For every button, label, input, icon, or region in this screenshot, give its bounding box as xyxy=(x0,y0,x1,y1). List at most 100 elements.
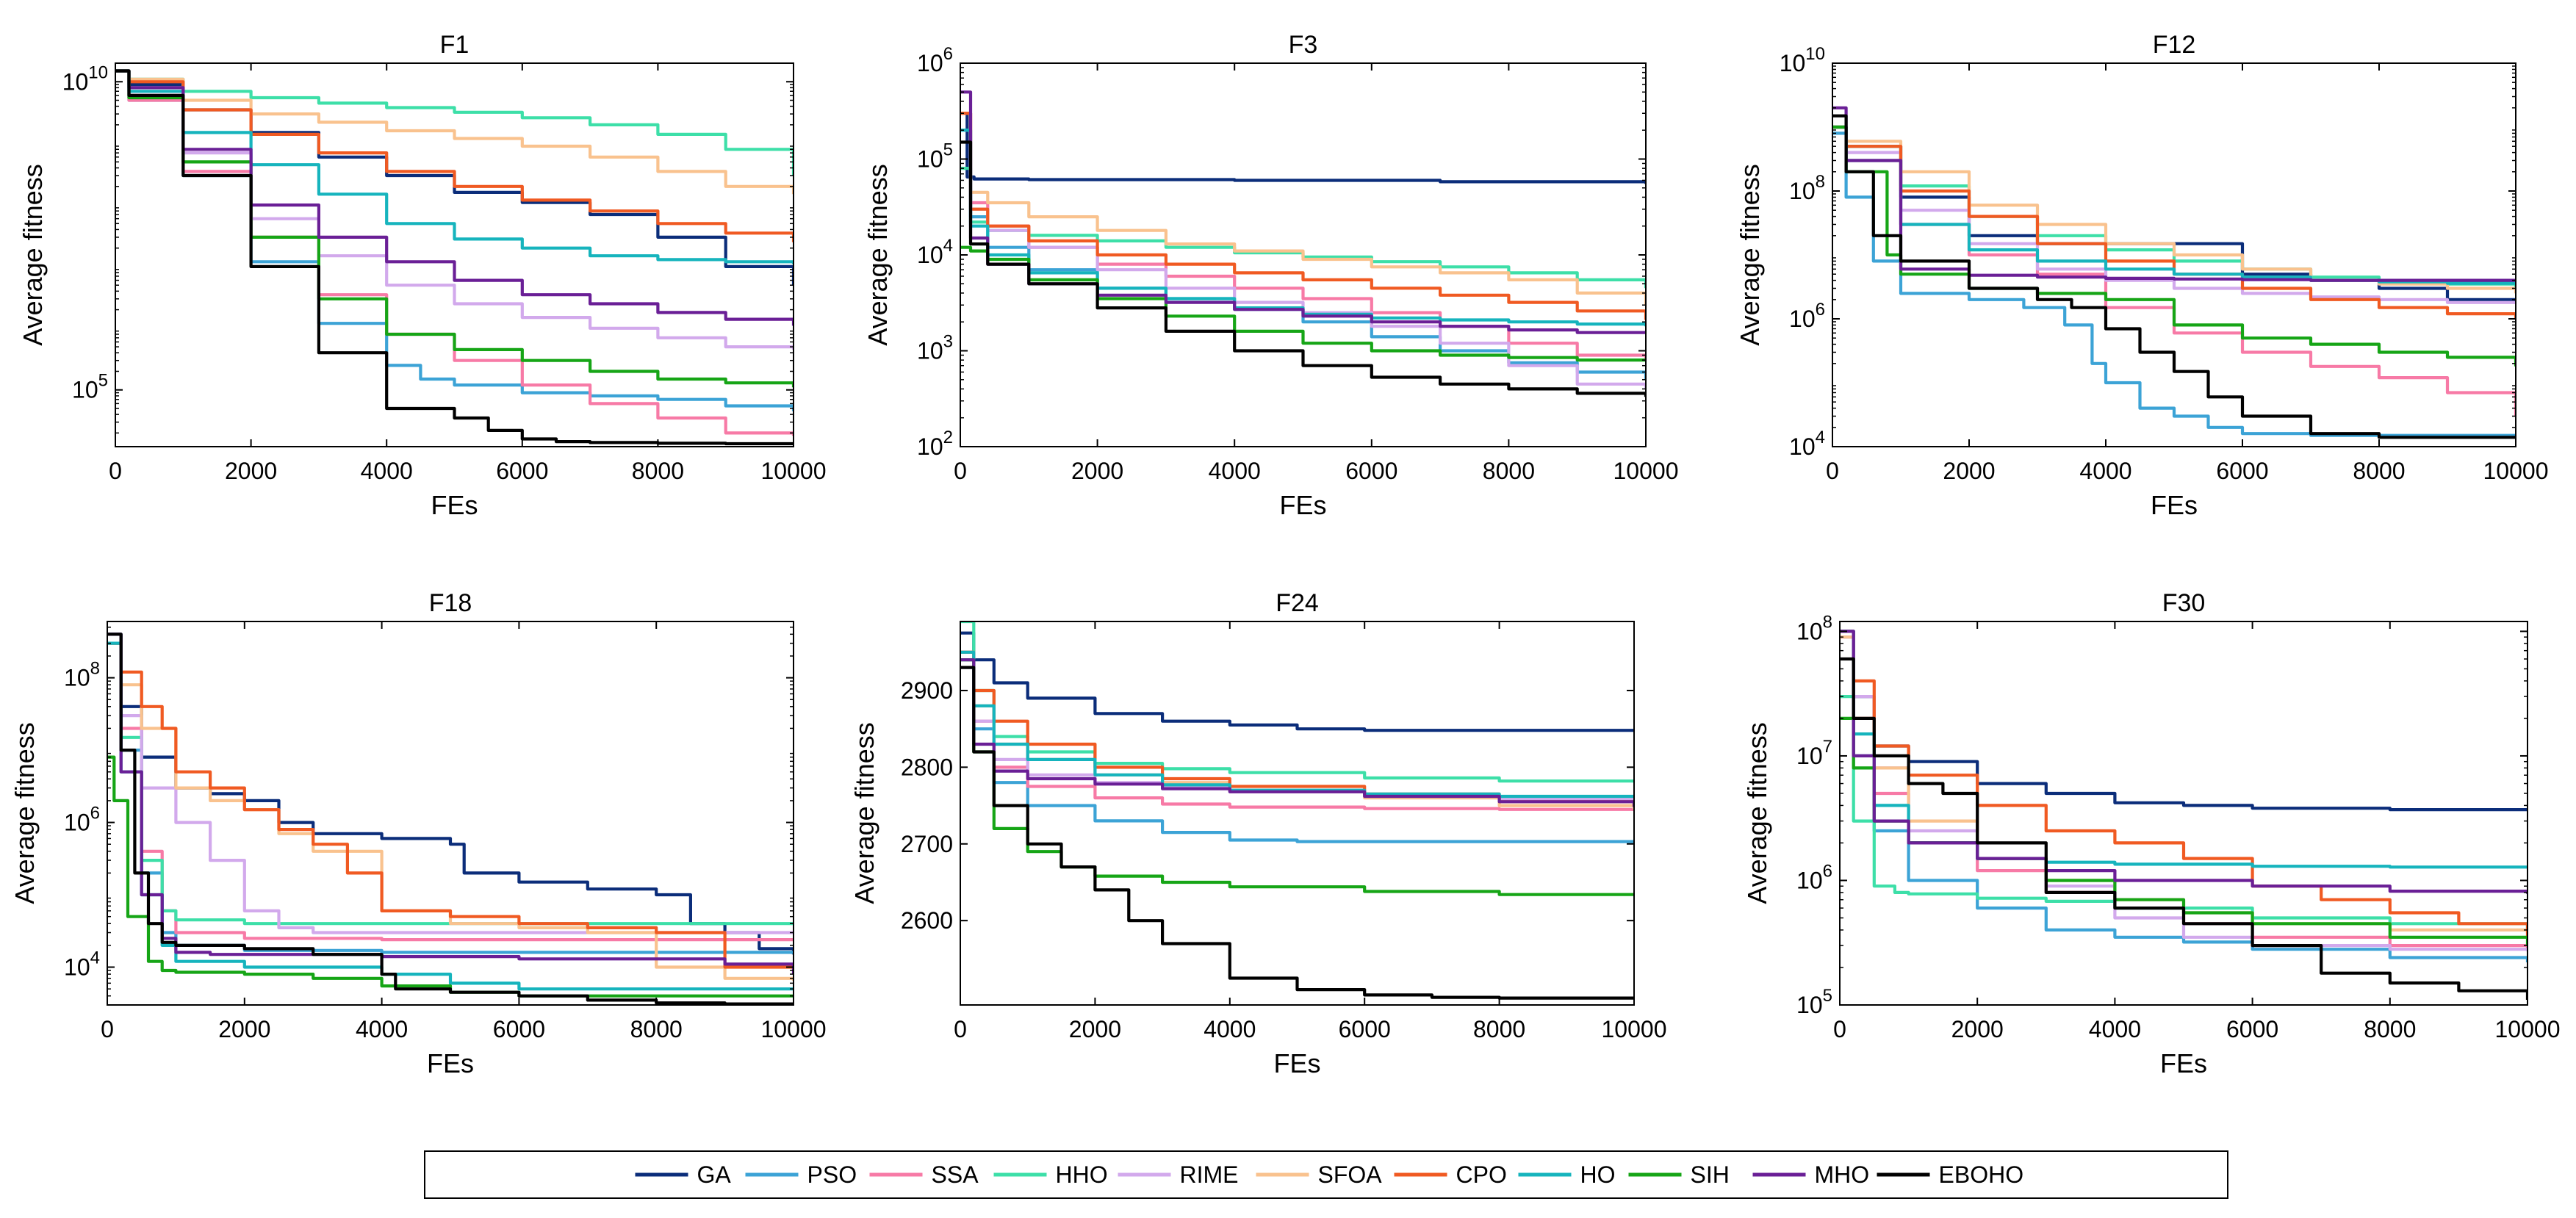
panel-title: F3 xyxy=(1289,31,1318,59)
x-tick-label: 4000 xyxy=(2079,458,2131,484)
panel-f12: 0 2000 4000 6000 8000 10000 104 106 108 1010 F12 FE… xyxy=(1735,31,2548,520)
legend-item-sih: SIH xyxy=(1628,1161,1730,1188)
series-line-sfoa-f3 xyxy=(960,112,1646,306)
axes-frame-f12 xyxy=(1832,62,2516,447)
x-tick-label: 6000 xyxy=(1339,1016,1391,1042)
panel-f24: 0 2000 4000 6000 8000 10000 2600 2700 2800 2900 F2… xyxy=(849,589,1666,1078)
y-axis-label: Average fitness xyxy=(849,722,879,904)
x-tick-label: 6000 xyxy=(1345,458,1397,484)
x-tick-label: 8000 xyxy=(630,1016,683,1042)
axes-frame-f24 xyxy=(960,621,1635,1006)
x-axis-label: FEs xyxy=(2160,1048,2207,1078)
x-tick-label: 2000 xyxy=(1943,458,1995,484)
legend-item-ssa: SSA xyxy=(869,1161,979,1188)
x-axis-label: FEs xyxy=(1279,490,1326,520)
legend-label-ho: HO xyxy=(1580,1161,1616,1188)
y-axis-label: Average fitness xyxy=(1735,164,1765,345)
y-tick-label: 2700 xyxy=(901,831,953,857)
x-tick-label: 8000 xyxy=(632,458,684,484)
panel-f3: 0 2000 4000 6000 8000 10000 102 103 104 105 106 F3 F… xyxy=(863,31,1678,520)
x-axis-label: FEs xyxy=(2151,490,2198,520)
y-tick-label: 2600 xyxy=(901,907,953,934)
y-tick-label: 1010 xyxy=(1780,44,1825,76)
legend-item-rime: RIME xyxy=(1118,1161,1239,1188)
x-tick-label: 10000 xyxy=(2483,458,2549,484)
series-line-ssa-f18 xyxy=(107,641,794,942)
x-tick-label: 8000 xyxy=(1473,1016,1525,1042)
x-tick-label: 10000 xyxy=(1613,458,1679,484)
panel-f1: 0 2000 4000 6000 8000 10000 105 1010 F1 FEs Averag… xyxy=(18,31,826,520)
series-line-cpo-f18 xyxy=(107,641,794,970)
legend-item-cpo: CPO xyxy=(1394,1161,1507,1188)
y-axis-label: Average fitness xyxy=(863,164,893,345)
x-axis-label: FEs xyxy=(431,490,478,520)
series-group-f3 xyxy=(960,90,1646,397)
legend-label-hho: HHO xyxy=(1056,1161,1108,1188)
legend-item-eboho: EBOHO xyxy=(1877,1161,2024,1188)
panel-title: F1 xyxy=(440,31,469,59)
series-line-mho-f24 xyxy=(960,658,1634,807)
panel-title: F18 xyxy=(429,589,472,617)
series-line-ho-f24 xyxy=(960,650,1634,799)
x-tick-label: 4000 xyxy=(1204,1016,1256,1042)
x-tick-label: 4000 xyxy=(1209,458,1261,484)
y-tick-label: 2900 xyxy=(901,677,953,704)
x-tick-label: 0 xyxy=(1833,1016,1846,1042)
x-tick-label: 2000 xyxy=(225,458,277,484)
x-tick-label: 0 xyxy=(101,1016,114,1042)
legend-item-ho: HO xyxy=(1518,1161,1616,1188)
y-tick-label: 1010 xyxy=(62,62,108,95)
legend-label-ssa: SSA xyxy=(932,1161,979,1188)
x-tick-label: 4000 xyxy=(2089,1016,2141,1042)
x-tick-label: 0 xyxy=(954,1016,967,1042)
legend-label-ga: GA xyxy=(697,1161,732,1188)
series-group-f30 xyxy=(1840,630,2528,1000)
series-line-mho-f12 xyxy=(1832,106,2516,282)
y-tick-label: 105 xyxy=(72,371,108,403)
y-tick-label: 105 xyxy=(917,140,953,173)
x-tick-label: 6000 xyxy=(2216,458,2268,484)
legend-label-pso: PSO xyxy=(807,1161,857,1188)
legend-item-pso: PSO xyxy=(745,1161,857,1188)
legend-item-mho: MHO xyxy=(1752,1161,1870,1188)
x-tick-label: 10000 xyxy=(2495,1016,2561,1042)
legend-items: GA PSO SSA HHO RIME SFOA CPO HO SIH MHO EBOHO xyxy=(635,1161,2024,1188)
x-tick-label: 8000 xyxy=(2364,1016,2416,1042)
panel-title: F12 xyxy=(2153,31,2196,59)
x-tick-label: 8000 xyxy=(1483,458,1535,484)
series-line-sih-f12 xyxy=(1832,125,2516,367)
legend-label-mho: MHO xyxy=(1815,1161,1870,1188)
y-tick-label: 106 xyxy=(1789,300,1825,332)
series-group-f24 xyxy=(960,621,1634,1000)
y-tick-label: 104 xyxy=(1789,428,1825,460)
axes-frame-f18 xyxy=(107,621,794,1006)
x-tick-label: 6000 xyxy=(493,1016,545,1042)
series-line-pso-f24 xyxy=(960,658,1634,843)
series-line-pso-f12 xyxy=(1832,131,2516,437)
subplot-grid: 0 2000 4000 6000 8000 10000 105 1010 F1 FEs Averag… xyxy=(10,31,2560,1078)
series-line-ga-f3 xyxy=(960,112,1646,184)
y-tick-label: 108 xyxy=(1796,612,1832,644)
y-axis-label: Average fitness xyxy=(1742,722,1772,904)
x-tick-label: 6000 xyxy=(496,458,548,484)
x-axis-label: FEs xyxy=(427,1048,474,1078)
legend-label-eboho: EBOHO xyxy=(1939,1161,2024,1188)
y-axis-label: Average fitness xyxy=(10,722,40,904)
x-tick-label: 2000 xyxy=(1069,1016,1121,1042)
series-line-eboho-f24 xyxy=(960,666,1634,1000)
series-line-hho-f30 xyxy=(1840,695,2528,930)
series-line-eboho-f12 xyxy=(1832,114,2516,439)
panel-f18: 0 2000 4000 6000 8000 10000 104 106 108 F18 FEs Ave… xyxy=(10,589,826,1078)
legend-label-rime: RIME xyxy=(1180,1161,1239,1188)
panel-title: F30 xyxy=(2162,589,2206,617)
series-line-ga-f24 xyxy=(960,631,1634,732)
x-tick-label: 2000 xyxy=(1951,1016,2004,1042)
y-tick-label: 104 xyxy=(917,236,953,268)
y-tick-label: 102 xyxy=(917,428,953,460)
y-tick-label: 107 xyxy=(1796,737,1832,769)
panel-f30: 0 2000 4000 6000 8000 10000 105 106 107 108 F30 FEs… xyxy=(1742,589,2560,1078)
axes-frame-f30 xyxy=(1839,621,2528,1006)
y-tick-label: 2800 xyxy=(901,754,953,780)
